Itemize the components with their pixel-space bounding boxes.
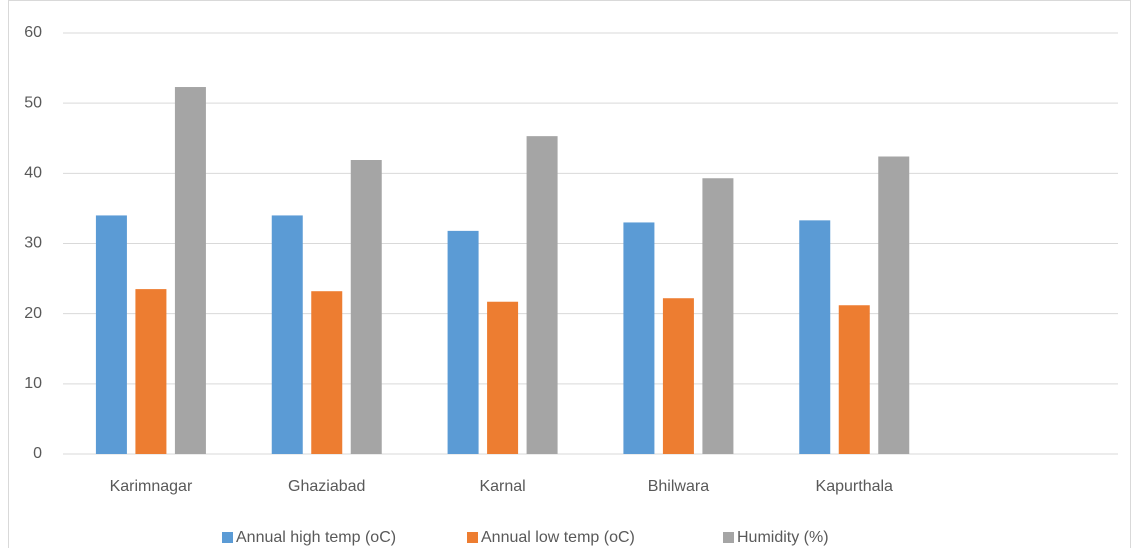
legend-label: Annual low temp (oC) <box>481 529 635 546</box>
bar <box>271 215 303 454</box>
legend-label: Annual high temp (oC) <box>236 529 396 546</box>
bar <box>526 136 558 454</box>
legend-swatch <box>467 532 478 543</box>
bar <box>95 215 127 454</box>
y-tick-label: 0 <box>33 445 42 462</box>
y-tick-label: 40 <box>24 165 42 182</box>
bar <box>447 230 479 454</box>
bar <box>662 298 694 454</box>
x-tick-label: Bhilwara <box>648 478 709 495</box>
y-tick-label: 60 <box>24 24 42 41</box>
bar <box>799 220 831 454</box>
x-tick-label: Kapurthala <box>816 478 893 495</box>
y-tick-label: 30 <box>24 235 42 252</box>
x-tick-label: Karnal <box>479 478 525 495</box>
bar <box>487 301 519 454</box>
x-tick-label: Karimnagar <box>110 478 193 495</box>
bar <box>838 305 870 454</box>
bar <box>350 160 382 455</box>
bar <box>135 289 167 454</box>
bar <box>311 291 343 454</box>
bar <box>174 87 206 455</box>
x-tick-label: Ghaziabad <box>288 478 365 495</box>
y-tick-label: 10 <box>24 375 42 392</box>
y-tick-label: 20 <box>24 305 42 322</box>
legend-swatch <box>723 532 734 543</box>
y-tick-label: 50 <box>24 94 42 111</box>
bar <box>623 222 655 454</box>
legend-label: Humidity (%) <box>737 529 829 546</box>
bar <box>702 178 734 454</box>
bar <box>878 156 910 454</box>
legend-swatch <box>222 532 233 543</box>
